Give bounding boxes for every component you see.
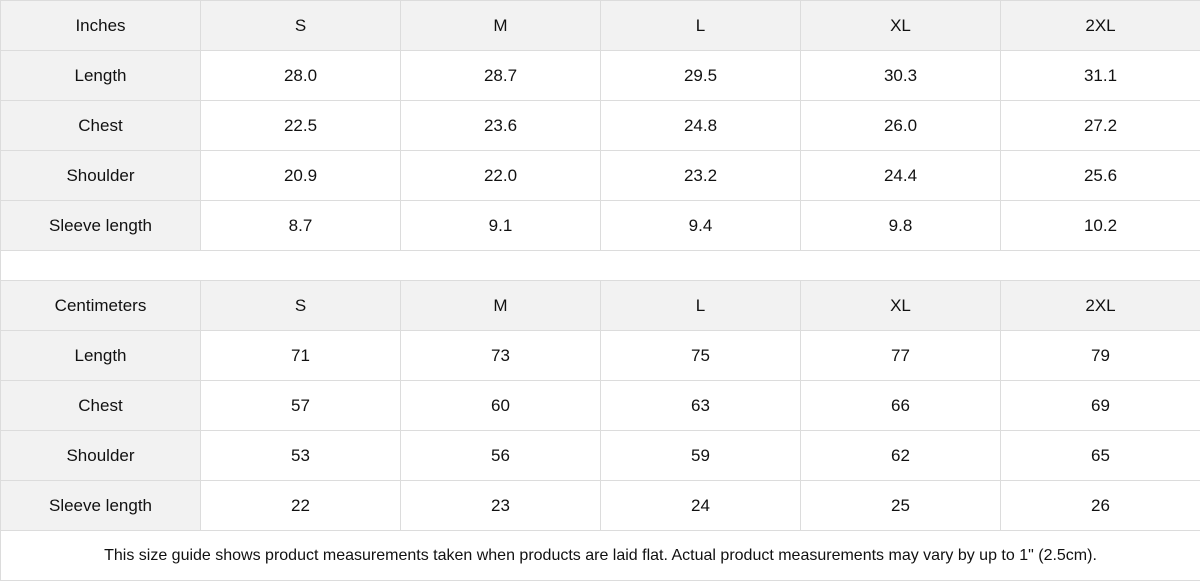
measurement-value: 24.8: [601, 101, 801, 151]
measurement-label: Sleeve length: [1, 481, 201, 531]
measurement-label: Chest: [1, 101, 201, 151]
size-header: XL: [801, 281, 1001, 331]
measurement-value: 22.0: [401, 151, 601, 201]
measurement-label: Length: [1, 51, 201, 101]
unit-header: Inches: [1, 1, 201, 51]
measurement-value: 66: [801, 381, 1001, 431]
measurement-value: 73: [401, 331, 601, 381]
measurement-value: 77: [801, 331, 1001, 381]
measurement-value: 26.0: [801, 101, 1001, 151]
measurement-value: 9.4: [601, 201, 801, 251]
table-spacer: [1, 251, 1200, 281]
measurement-value: 31.1: [1001, 51, 1200, 101]
measurement-value: 53: [201, 431, 401, 481]
spacer-cell: [1, 251, 1200, 281]
measurement-value: 24: [601, 481, 801, 531]
measurement-value: 27.2: [1001, 101, 1200, 151]
size-header: XL: [801, 1, 1001, 51]
measurement-value: 69: [1001, 381, 1200, 431]
measurement-value: 23: [401, 481, 601, 531]
size-guide-note: This size guide shows product measuremen…: [1, 531, 1200, 581]
measurement-value: 24.4: [801, 151, 1001, 201]
measurement-value: 62: [801, 431, 1001, 481]
measurement-value: 22.5: [201, 101, 401, 151]
measurement-value: 29.5: [601, 51, 801, 101]
measurement-value: 26: [1001, 481, 1200, 531]
measurement-value: 60: [401, 381, 601, 431]
size-header: S: [201, 1, 401, 51]
size-header: M: [401, 281, 601, 331]
size-header: 2XL: [1001, 281, 1200, 331]
note-row: This size guide shows product measuremen…: [1, 531, 1200, 581]
measurement-value: 57: [201, 381, 401, 431]
measurement-label: Length: [1, 331, 201, 381]
measurement-value: 28.7: [401, 51, 601, 101]
measurement-value: 20.9: [201, 151, 401, 201]
measurement-value: 56: [401, 431, 601, 481]
measurement-value: 8.7: [201, 201, 401, 251]
size-header: M: [401, 1, 601, 51]
measurement-value: 23.6: [401, 101, 601, 151]
measurement-value: 25.6: [1001, 151, 1200, 201]
size-header: 2XL: [1001, 1, 1200, 51]
size-header: L: [601, 281, 801, 331]
measurement-value: 30.3: [801, 51, 1001, 101]
unit-header: Centimeters: [1, 281, 201, 331]
size-header: S: [201, 281, 401, 331]
measurement-value: 9.1: [401, 201, 601, 251]
measurement-value: 71: [201, 331, 401, 381]
measurement-value: 22: [201, 481, 401, 531]
measurement-value: 75: [601, 331, 801, 381]
measurement-label: Sleeve length: [1, 201, 201, 251]
measurement-value: 28.0: [201, 51, 401, 101]
measurement-label: Chest: [1, 381, 201, 431]
measurement-value: 59: [601, 431, 801, 481]
measurement-value: 10.2: [1001, 201, 1200, 251]
measurement-value: 9.8: [801, 201, 1001, 251]
measurement-value: 23.2: [601, 151, 801, 201]
measurement-label: Shoulder: [1, 151, 201, 201]
measurement-value: 79: [1001, 331, 1200, 381]
measurement-label: Shoulder: [1, 431, 201, 481]
measurement-value: 65: [1001, 431, 1200, 481]
size-header: L: [601, 1, 801, 51]
measurement-value: 63: [601, 381, 801, 431]
measurement-value: 25: [801, 481, 1001, 531]
